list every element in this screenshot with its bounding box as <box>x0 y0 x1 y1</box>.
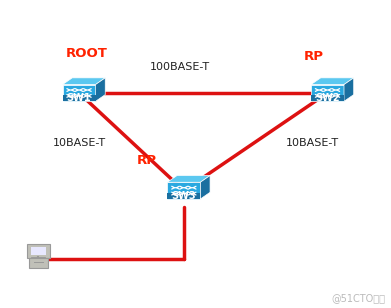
Polygon shape <box>311 85 344 101</box>
FancyBboxPatch shape <box>29 258 48 269</box>
Polygon shape <box>95 78 105 101</box>
Text: SW1: SW1 <box>67 93 91 103</box>
Polygon shape <box>167 176 210 182</box>
Text: SW2: SW2 <box>315 93 340 103</box>
Polygon shape <box>344 78 354 101</box>
Text: RP: RP <box>304 50 324 63</box>
Polygon shape <box>200 176 210 199</box>
FancyBboxPatch shape <box>311 95 344 101</box>
FancyBboxPatch shape <box>167 192 200 199</box>
Polygon shape <box>311 78 354 85</box>
Polygon shape <box>63 85 95 101</box>
Text: 10BASE-T: 10BASE-T <box>52 138 106 148</box>
FancyBboxPatch shape <box>27 244 50 258</box>
FancyBboxPatch shape <box>63 95 95 101</box>
Text: RP: RP <box>137 154 157 167</box>
Text: @51CTO博客: @51CTO博客 <box>332 294 386 304</box>
FancyBboxPatch shape <box>31 247 45 255</box>
Polygon shape <box>63 78 105 85</box>
Polygon shape <box>167 182 200 199</box>
Text: 100BASE-T: 100BASE-T <box>150 62 210 72</box>
Text: ROOT: ROOT <box>66 47 108 60</box>
Text: 10BASE-T: 10BASE-T <box>285 138 339 148</box>
Text: SW3: SW3 <box>172 191 196 201</box>
